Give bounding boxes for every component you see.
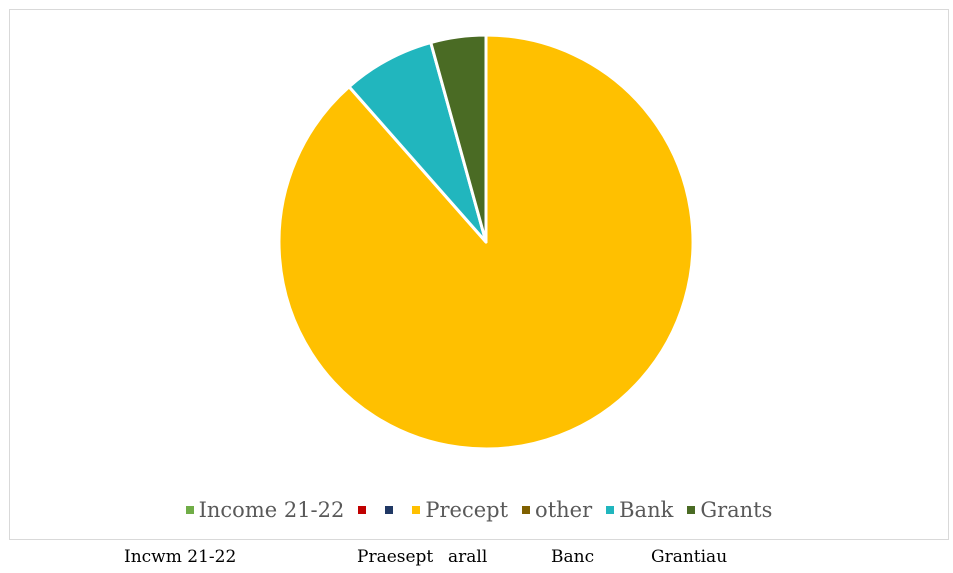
chart-area: Income 21-22 Precept other Bank Grants	[9, 9, 949, 540]
legend-swatch	[687, 506, 696, 514]
legend-item: Grants	[687, 498, 772, 522]
legend-label: Grants	[700, 498, 773, 522]
bottom-label-income: Incwm 21-22	[124, 547, 237, 567]
bottom-label-other: arall	[448, 547, 488, 567]
chart-legend: Income 21-22 Precept other Bank Grants	[10, 498, 948, 522]
legend-swatch	[412, 506, 421, 514]
legend-item	[358, 506, 371, 514]
legend-swatch	[522, 506, 531, 514]
legend-item: other	[522, 498, 592, 522]
legend-label: Precept	[425, 498, 509, 522]
bottom-label-precept: Praesept	[357, 547, 434, 567]
legend-label: Bank	[619, 498, 674, 522]
pie-chart	[277, 33, 695, 451]
legend-swatch	[185, 506, 194, 514]
legend-item: Income 21-22	[185, 498, 345, 522]
bottom-labels: Incwm 21-22 Praesept arall Banc Grantiau	[0, 547, 953, 573]
bottom-label-bank: Banc	[551, 547, 595, 567]
legend-swatch	[606, 506, 615, 514]
legend-item: Bank	[606, 498, 673, 522]
legend-item: Precept	[412, 498, 508, 522]
legend-label: other	[535, 498, 593, 522]
pie-slice-grants	[429, 33, 488, 244]
bottom-label-grants: Grantiau	[651, 547, 728, 567]
legend-swatch	[385, 506, 394, 514]
legend-item	[385, 506, 398, 514]
legend-label: Income 21-22	[198, 498, 345, 522]
legend-swatch	[358, 506, 367, 514]
